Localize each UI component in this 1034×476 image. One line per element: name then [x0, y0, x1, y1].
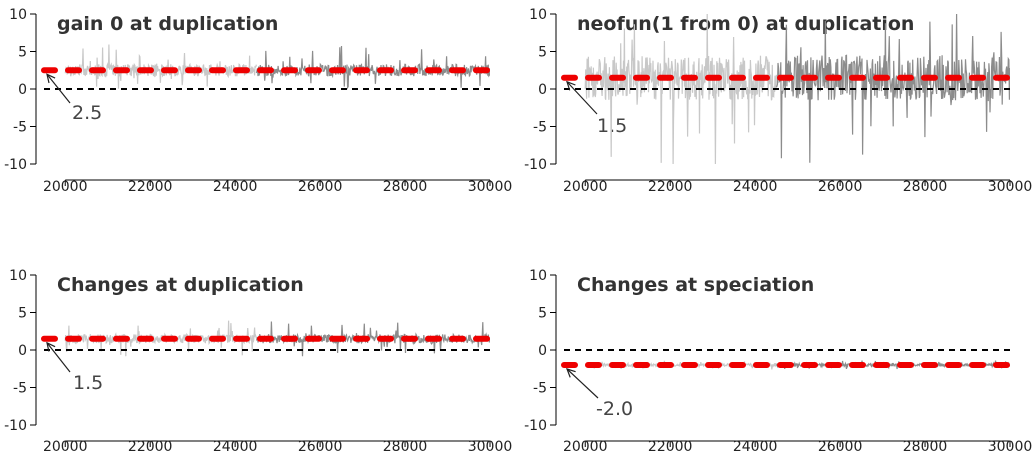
trace-series: [255, 45, 490, 90]
y-tick-label: -10: [4, 157, 27, 173]
panel-changes-at-duplication: Changes at duplication 1.5 -10 -5 0 5 10 2000…: [4, 268, 512, 455]
mean-annotation-label: -2.0: [596, 398, 633, 420]
y-tick-label: 10: [529, 7, 547, 23]
x-tick-label: 26000: [818, 179, 863, 195]
x-tick-label: 20000: [563, 179, 608, 195]
x-tick-label: 26000: [818, 439, 863, 455]
x-tick-label: 24000: [733, 179, 778, 195]
y-tick-label: -10: [524, 418, 547, 434]
y-tick-label: -5: [13, 381, 27, 397]
y-tick-label: -10: [4, 418, 27, 434]
y-tick-label: 0: [538, 343, 547, 359]
trace-group: [64, 44, 490, 90]
mean-annotation-label: 1.5: [597, 115, 627, 137]
annotation-arrow-line: [566, 81, 598, 115]
y-tick-label: -5: [13, 120, 27, 136]
y-tick-label: -10: [524, 157, 547, 173]
y-tick-label: 5: [538, 306, 547, 322]
x-tick-label: 22000: [128, 439, 173, 455]
annotation-arrowhead: [565, 368, 576, 378]
x-tick-label: 26000: [298, 439, 343, 455]
y-tick-label: 0: [538, 82, 547, 98]
mean-annotation-label: 1.5: [73, 372, 103, 394]
panel-title: neofun(1 from 0) at duplication: [577, 13, 914, 35]
y-tick-label: 10: [529, 268, 547, 284]
y-tick-label: 0: [18, 82, 27, 98]
x-tick-label: 30000: [988, 439, 1033, 455]
annotation-arrowhead: [46, 73, 56, 84]
x-tick-label: 24000: [213, 179, 258, 195]
x-tick-label: 20000: [43, 439, 88, 455]
y-tick-label: 5: [538, 45, 547, 61]
annotation-arrow-line: [46, 342, 71, 373]
x-tick-label: 22000: [648, 179, 693, 195]
y-tick-label: 10: [9, 7, 27, 23]
panel-title: Changes at speciation: [577, 274, 814, 296]
panel-changes-at-speciation: Changes at speciation -2.0 -10 -5 0 5 10 2000…: [524, 268, 1032, 455]
y-tick-label: 5: [18, 45, 27, 61]
trace-series: [584, 14, 777, 164]
y-tick-label: 10: [9, 268, 27, 284]
x-tick-label: 24000: [213, 439, 258, 455]
y-tick-label: -5: [533, 381, 547, 397]
panel-title: Changes at duplication: [57, 274, 304, 296]
x-tick-label: 22000: [128, 179, 173, 195]
mean-annotation-label: 2.5: [72, 102, 102, 124]
y-tick-label: 5: [18, 306, 27, 322]
x-tick-label: 24000: [733, 439, 778, 455]
x-tick-label: 30000: [468, 439, 513, 455]
trace-series: [64, 44, 257, 89]
annotation-arrow-line: [566, 368, 599, 399]
annotation-arrow-line: [46, 73, 71, 104]
panel-title: gain 0 at duplication: [57, 13, 278, 35]
y-tick-label: 0: [18, 343, 27, 359]
annotation-arrowhead: [566, 80, 576, 91]
panel-gain-0-at-duplication: gain 0 at duplication 2.5 -10 -5 0 5 10 20000…: [4, 7, 512, 195]
x-tick-label: 28000: [903, 179, 948, 195]
y-tick-label: -5: [533, 120, 547, 136]
x-tick-label: 28000: [903, 439, 948, 455]
x-tick-label: 30000: [468, 179, 513, 195]
annotation-arrowhead: [46, 341, 56, 352]
panel-neofun-at-duplication: neofun(1 from 0) at duplication 1.5 -10 -…: [524, 7, 1032, 195]
x-tick-label: 22000: [648, 439, 693, 455]
x-tick-label: 26000: [298, 179, 343, 195]
x-tick-label: 30000: [988, 179, 1033, 195]
x-tick-label: 28000: [383, 179, 428, 195]
x-tick-label: 28000: [383, 439, 428, 455]
x-tick-label: 20000: [43, 179, 88, 195]
x-tick-label: 20000: [563, 439, 608, 455]
